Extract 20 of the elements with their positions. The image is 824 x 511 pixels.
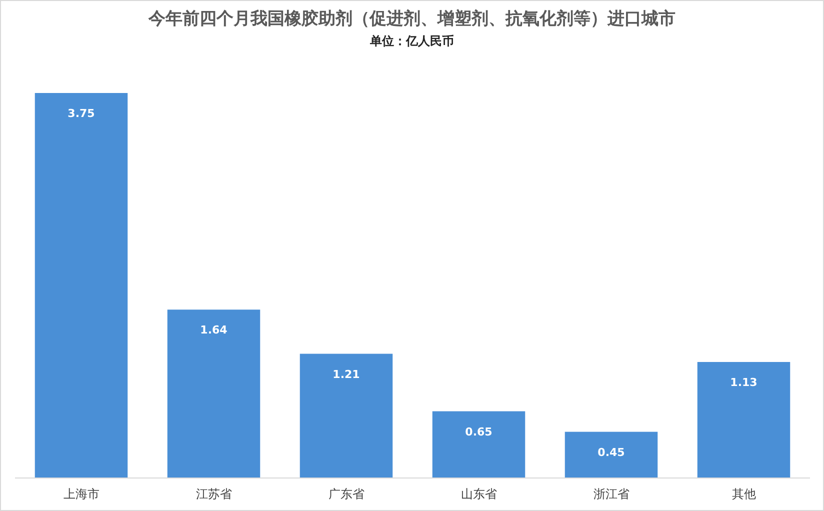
chart-title: 今年前四个月我国橡胶助剂（促进剂、增塑剂、抗氧化剂等）进口城市 <box>148 8 676 29</box>
bar <box>564 432 658 478</box>
data-label: 0.45 <box>598 446 625 459</box>
bar <box>432 411 526 478</box>
x-tick-label: 浙江省 <box>593 487 630 501</box>
x-tick-label: 上海市 <box>63 487 100 501</box>
x-tick-label: 江苏省 <box>196 487 232 501</box>
x-tick-label: 其他 <box>732 487 756 501</box>
data-label: 1.64 <box>200 324 228 337</box>
x-tick-label: 山东省 <box>460 487 497 501</box>
bar <box>697 362 790 478</box>
bar <box>34 93 128 478</box>
x-tick-label: 广东省 <box>328 487 364 501</box>
data-label: 1.13 <box>730 376 758 389</box>
data-label: 1.21 <box>332 368 360 381</box>
bar <box>167 310 260 478</box>
chart-subtitle: 单位：亿人民币 <box>369 34 454 48</box>
bar <box>300 354 393 478</box>
data-label: 3.75 <box>68 107 95 120</box>
data-label: 0.65 <box>465 425 492 438</box>
